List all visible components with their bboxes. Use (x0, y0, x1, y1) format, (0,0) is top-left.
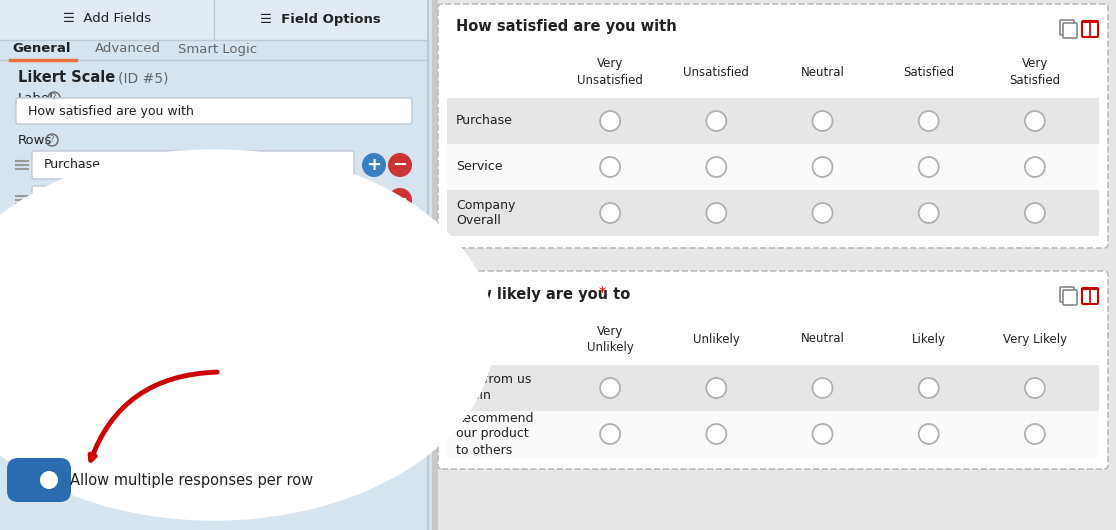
Circle shape (1024, 378, 1045, 398)
FancyBboxPatch shape (16, 98, 412, 124)
Text: Neutral: Neutral (800, 66, 845, 78)
Circle shape (706, 111, 727, 131)
FancyBboxPatch shape (448, 365, 1099, 411)
Text: General: General (12, 42, 71, 56)
Text: Likert Scale: Likert Scale (18, 70, 115, 85)
Circle shape (1024, 157, 1045, 177)
Circle shape (600, 157, 620, 177)
Circle shape (812, 378, 833, 398)
FancyBboxPatch shape (1064, 23, 1077, 38)
Text: −: − (393, 156, 407, 174)
Text: Company
Overall: Company Overall (456, 199, 516, 227)
Text: ☰  Add Fields: ☰ Add Fields (62, 13, 151, 25)
Circle shape (40, 471, 58, 489)
Circle shape (812, 203, 833, 223)
FancyBboxPatch shape (0, 0, 429, 530)
Text: Purchase: Purchase (44, 158, 100, 172)
Circle shape (388, 153, 412, 177)
Circle shape (1024, 111, 1045, 131)
Circle shape (918, 378, 939, 398)
FancyBboxPatch shape (437, 271, 1108, 469)
FancyBboxPatch shape (0, 0, 429, 40)
Text: Very Likely: Very Likely (1003, 332, 1067, 346)
Text: ?: ? (51, 93, 56, 102)
Text: +: + (366, 156, 382, 174)
Text: Label: Label (18, 92, 54, 104)
Text: How satisfied are you with: How satisfied are you with (28, 104, 194, 118)
Circle shape (362, 153, 386, 177)
Circle shape (600, 378, 620, 398)
Text: Smart Logic: Smart Logic (179, 42, 258, 56)
Ellipse shape (0, 150, 494, 520)
Text: Very
Unlikely: Very Unlikely (587, 324, 634, 354)
Circle shape (362, 223, 386, 247)
Circle shape (918, 203, 939, 223)
Circle shape (600, 203, 620, 223)
Circle shape (706, 378, 727, 398)
FancyBboxPatch shape (32, 186, 354, 214)
FancyBboxPatch shape (437, 4, 1108, 248)
Text: ☰  Field Options: ☰ Field Options (260, 13, 381, 25)
FancyBboxPatch shape (1064, 290, 1077, 305)
FancyBboxPatch shape (432, 0, 437, 530)
Circle shape (918, 157, 939, 177)
Circle shape (706, 424, 727, 444)
Text: ?: ? (50, 136, 55, 145)
FancyBboxPatch shape (448, 190, 1099, 236)
Text: Rows: Rows (18, 134, 52, 146)
Text: Buy from us
again: Buy from us again (456, 374, 531, 402)
FancyBboxPatch shape (7, 458, 71, 502)
Text: (ID #5): (ID #5) (118, 71, 169, 85)
Text: Satisfied: Satisfied (903, 66, 954, 78)
Circle shape (388, 188, 412, 212)
Text: Service: Service (456, 161, 502, 173)
Circle shape (706, 157, 727, 177)
Circle shape (600, 424, 620, 444)
Text: How satisfied are you with: How satisfied are you with (456, 20, 676, 34)
Text: −: − (393, 226, 407, 244)
Text: Very
Unsatisfied: Very Unsatisfied (577, 57, 643, 86)
Text: Compan: Compan (44, 228, 96, 242)
Text: *: * (595, 287, 607, 302)
FancyBboxPatch shape (448, 98, 1099, 144)
Circle shape (388, 223, 412, 247)
FancyBboxPatch shape (448, 411, 1099, 457)
Text: Advanced: Advanced (95, 42, 161, 56)
Circle shape (1024, 424, 1045, 444)
Text: +: + (366, 226, 382, 244)
Circle shape (918, 111, 939, 131)
FancyBboxPatch shape (432, 0, 1116, 530)
Circle shape (706, 203, 727, 223)
Circle shape (812, 157, 833, 177)
Text: Purchase: Purchase (456, 114, 513, 128)
Text: Unlikely: Unlikely (693, 332, 740, 346)
Circle shape (812, 424, 833, 444)
FancyBboxPatch shape (448, 144, 1099, 190)
Circle shape (812, 111, 833, 131)
Text: Unsatisfied: Unsatisfied (683, 66, 749, 78)
Circle shape (362, 188, 386, 212)
FancyBboxPatch shape (32, 221, 354, 249)
Circle shape (918, 424, 939, 444)
Text: How likely are you to: How likely are you to (456, 287, 631, 302)
Text: Allow multiple responses per row: Allow multiple responses per row (70, 473, 314, 488)
Text: −: − (393, 191, 407, 209)
Text: Very
Satisfied: Very Satisfied (1009, 57, 1060, 86)
Text: +: + (366, 191, 382, 209)
Circle shape (1024, 203, 1045, 223)
FancyBboxPatch shape (32, 151, 354, 179)
Text: Service: Service (44, 193, 90, 207)
Text: Neutral: Neutral (800, 332, 845, 346)
Text: Likely: Likely (912, 332, 945, 346)
Text: Recommend
our product
to others: Recommend our product to others (456, 411, 535, 456)
Circle shape (600, 111, 620, 131)
